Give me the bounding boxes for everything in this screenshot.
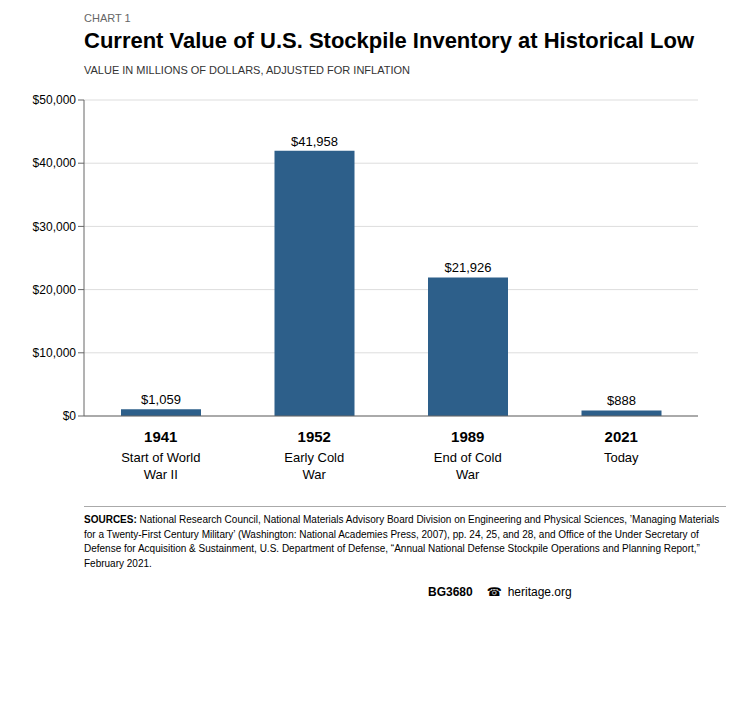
html-text:VALUE IN MILLIONS OF DOLLARS,: VALUE IN MILLIONS OF DOLLARS, ADJUSTED F…	[84, 64, 410, 77]
svg-text:$21,926: $21,926	[445, 261, 492, 276]
html-text:SOURCES: National Research Cou: SOURCES: National Research Council, Nati…	[84, 514, 720, 569]
svg-text:$1,059: $1,059	[141, 393, 181, 408]
svg-text:$40,000: $40,000	[33, 157, 77, 171]
html-text:Current Value of U.S. Stockpil: Current Value of U.S. Stockpile Inventor…	[84, 28, 694, 53]
svg-text:$30,000: $30,000	[33, 220, 77, 234]
svg-text:$41,958: $41,958	[291, 134, 338, 149]
svg-text:$50,000: $50,000	[33, 94, 77, 108]
svg-text:1952Early ColdWar: 1952Early ColdWar	[284, 428, 344, 482]
svg-text:$10,000: $10,000	[33, 346, 77, 360]
html-text:CHART 1: CHART 1	[84, 12, 131, 24]
html-text:☎ heritage.org: ☎ heritage.org	[486, 585, 572, 600]
svg-text:$0: $0	[63, 410, 77, 424]
svg-text:2021Today: 2021Today	[604, 428, 639, 465]
svg-text:$20,000: $20,000	[33, 283, 77, 297]
svg-text:1989End of ColdWar: 1989End of ColdWar	[434, 428, 502, 482]
svg-text:1941Start of WorldWar II: 1941Start of WorldWar II	[121, 428, 200, 482]
html-text:BG3680: BG3680	[428, 585, 473, 600]
svg-text:$888: $888	[607, 394, 636, 409]
